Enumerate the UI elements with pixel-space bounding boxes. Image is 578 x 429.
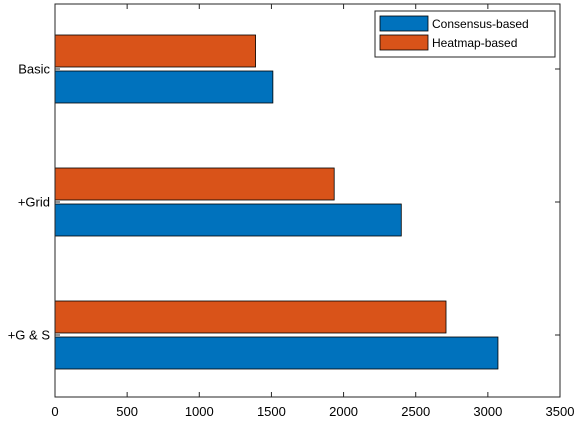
bar-heatmap-3 xyxy=(54,300,447,334)
x-tick-label-5: 2500 xyxy=(401,404,430,419)
bar-heatmap-2 xyxy=(54,167,335,201)
legend: Consensus-based Heatmap-based xyxy=(374,10,556,58)
x-tick-label-7: 3500 xyxy=(546,404,575,419)
bar-heatmap-1 xyxy=(54,34,256,68)
y-tick-label-1: Basic xyxy=(18,62,50,77)
axes-layer: Basic +Grid +G & S 0 500 1000 1500 2000 2500 3000… xyxy=(8,3,575,419)
y-tick-label-3: +G & S xyxy=(8,328,51,343)
legend-label-2: Heatmap-based xyxy=(432,36,517,50)
bars-layer xyxy=(54,4,560,397)
legend-swatch-1 xyxy=(379,15,429,32)
legend-swatch-2 xyxy=(379,34,429,51)
x-tick-label-0: 0 xyxy=(51,404,58,419)
bar-consensus-2 xyxy=(54,203,402,237)
bar-consensus-3 xyxy=(54,336,499,370)
x-tick-label-2: 1000 xyxy=(185,404,214,419)
axes-box xyxy=(54,3,561,398)
x-tick-label-3: 1500 xyxy=(257,404,286,419)
bar-consensus-1 xyxy=(54,70,274,104)
legend-label-1: Consensus-based xyxy=(432,17,529,31)
x-tick-label-6: 3000 xyxy=(473,404,502,419)
x-tick-label-1: 500 xyxy=(116,404,138,419)
x-tick-label-4: 2000 xyxy=(329,404,358,419)
y-tick-label-2: +Grid xyxy=(18,195,50,210)
